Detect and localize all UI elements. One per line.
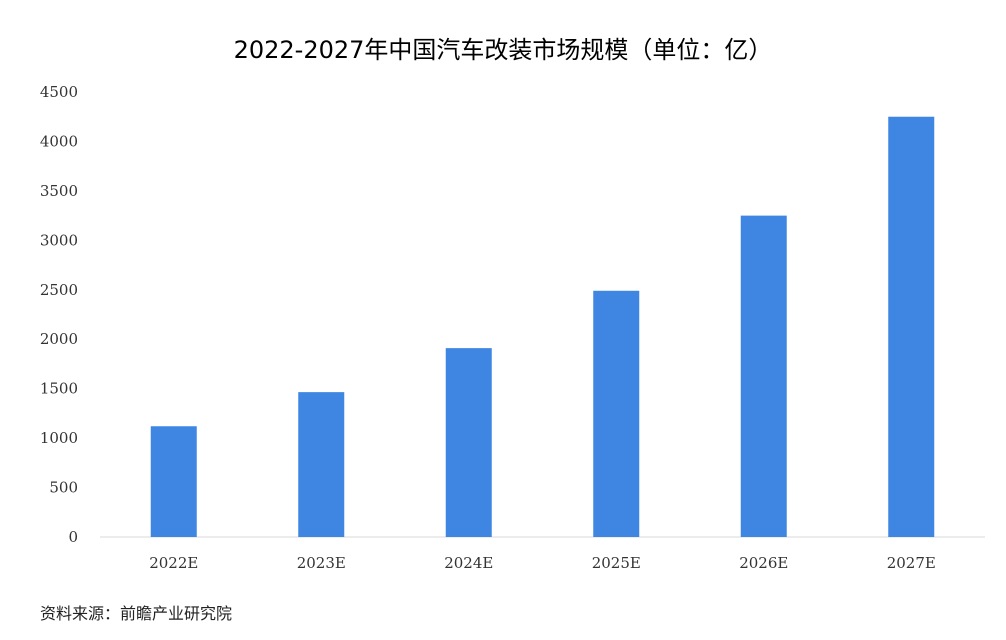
bar-2026E xyxy=(740,215,787,537)
bar-2022E xyxy=(150,426,197,537)
y-tick-label: 3000 xyxy=(40,231,78,249)
y-tick-label: 500 xyxy=(49,479,78,497)
y-tick-label: 0 xyxy=(68,528,78,546)
y-tick-label: 4500 xyxy=(40,83,78,101)
y-tick-label: 1000 xyxy=(40,429,78,447)
x-tick-label: 2025E xyxy=(592,554,641,572)
bars xyxy=(150,116,935,537)
y-tick-label: 2500 xyxy=(40,281,78,299)
bar-2024E xyxy=(445,348,492,537)
y-axis-ticks: 0 500 1000 1500 2000 2500 3000 3500 4000 4500 xyxy=(40,83,78,546)
y-tick-label: 4000 xyxy=(40,132,78,150)
x-tick-label: 2024E xyxy=(444,554,493,572)
x-tick-label: 2023E xyxy=(297,554,346,572)
y-tick-label: 2000 xyxy=(40,330,78,348)
chart-title: 2022-2027年中国汽车改装市场规模（单位：亿） xyxy=(233,36,773,64)
x-axis-ticks: 2022E 2023E 2024E 2025E 2026E 2027E xyxy=(149,554,936,572)
y-tick-label: 1500 xyxy=(40,380,78,398)
x-tick-label: 2027E xyxy=(887,554,936,572)
bar-2023E xyxy=(298,392,345,537)
x-tick-label: 2022E xyxy=(149,554,198,572)
x-tick-label: 2026E xyxy=(739,554,788,572)
bar-2027E xyxy=(888,116,935,537)
source-note: 资料来源：前瞻产业研究院 xyxy=(40,604,233,623)
y-tick-label: 3500 xyxy=(40,182,78,200)
bar-2025E xyxy=(593,290,640,537)
